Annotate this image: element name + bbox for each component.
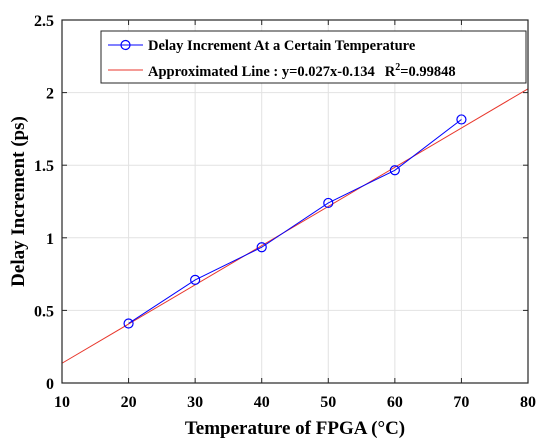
x-tick-label: 70 <box>453 394 469 411</box>
x-axis: 10 20 30 40 50 60 70 80 <box>54 20 536 411</box>
y-tick-label: 1 <box>46 231 54 248</box>
legend-entry-0: Delay Increment At a Certain Temperature <box>148 38 416 54</box>
data-point <box>256 242 267 253</box>
y-axis: 0 0.5 1 1.5 2 2.5 <box>34 13 528 393</box>
legend-entry-1-tail: =0.99848 <box>400 64 455 80</box>
legend: Delay Increment At a Certain Temperature… <box>100 30 527 84</box>
y-tick-label: 1.5 <box>34 158 54 175</box>
data-point <box>190 274 201 286</box>
x-tick-label: 20 <box>121 394 137 411</box>
x-axis-label: Temperature of FPGA (°C) <box>185 418 405 439</box>
legend-marker-point-0 <box>120 39 131 51</box>
y-axis-label: Delay Increment (ps) <box>8 116 29 287</box>
y-tick-label: 2.5 <box>34 13 54 30</box>
x-tick-label: 10 <box>54 394 70 411</box>
data-point <box>456 114 467 125</box>
data-point <box>323 197 334 209</box>
data-point <box>389 165 400 176</box>
plot-frame <box>61 19 529 384</box>
x-tick-label: 80 <box>520 394 536 411</box>
x-tick-label: 40 <box>254 394 270 411</box>
y-tick-label: 2 <box>46 86 54 103</box>
series-approximated-line <box>61 88 529 364</box>
y-tick-label: 0 <box>46 376 54 393</box>
data-point <box>123 318 134 329</box>
series-delay-increment-line <box>128 119 462 324</box>
legend-entry-1-main: Approximated Line : y=0.027x-0.134 <box>148 64 375 80</box>
x-tick-label: 50 <box>320 394 336 411</box>
plot-area <box>61 88 529 364</box>
legend-entry-1-sup: 2 <box>395 62 400 73</box>
y-tick-label: 0.5 <box>34 303 54 320</box>
legend-entry-1: Approximated Line : y=0.027x-0.134 R2=0.9… <box>148 62 456 80</box>
x-tick-label: 60 <box>387 394 403 411</box>
legend-box <box>100 30 527 84</box>
x-tick-label: 30 <box>187 394 203 411</box>
legend-entry-1-r: R <box>385 64 396 80</box>
